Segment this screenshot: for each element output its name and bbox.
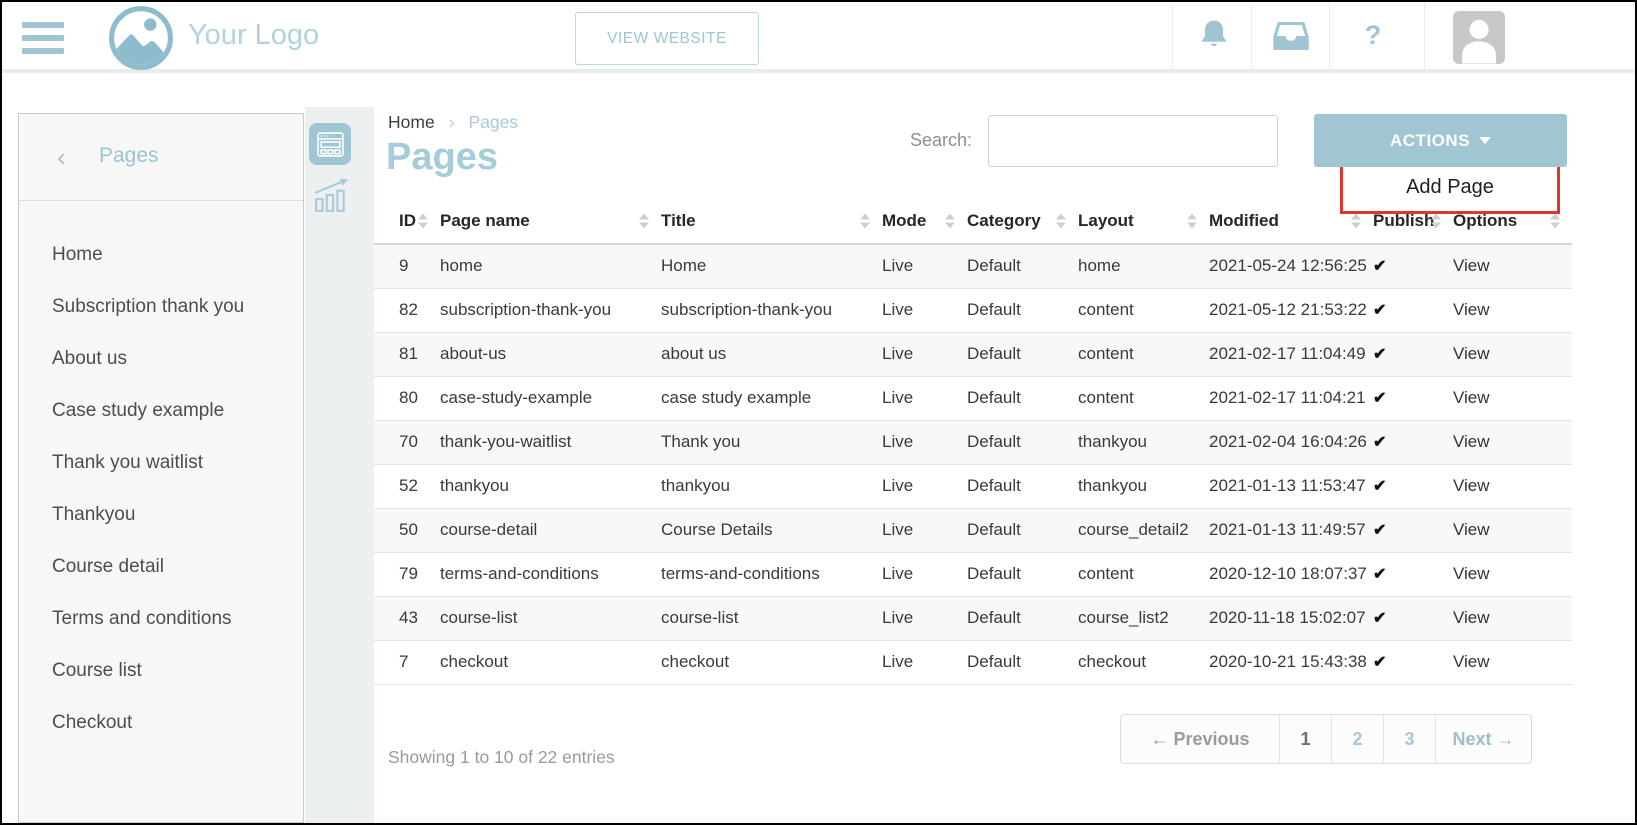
sort-icon [1351,214,1361,229]
sidebar-item-course-list[interactable]: Course list [19,645,303,697]
search-label: Search: [910,130,972,151]
stats-rail-icon[interactable] [313,177,349,218]
table-row: 82subscription-thank-yousubscription-tha… [374,288,1572,332]
view-link[interactable]: View [1453,388,1490,407]
pagination-next-button[interactable]: Next → [1435,715,1531,763]
table-row: 7checkoutcheckoutLiveDefaultcheckout2020… [374,640,1572,684]
table-row: 52thankyouthankyouLiveDefaultthankyou202… [374,464,1572,508]
column-header-mode[interactable]: Mode [882,199,967,244]
sidebar-item-course-detail[interactable]: Course detail [19,541,303,593]
logo-image-icon [108,5,174,76]
caret-down-icon [1479,137,1491,144]
view-website-button[interactable]: VIEW WEBSITE [575,12,759,65]
view-link[interactable]: View [1453,520,1490,539]
pages-table: IDPage nameTitleModeCategoryLayoutModifi… [374,199,1572,685]
notification-bell-icon[interactable] [1196,2,1232,69]
table-row: 9homeHomeLiveDefaulthome2021-05-24 12:56… [374,244,1572,288]
sidebar-item-thankyou[interactable]: Thankyou [19,489,303,541]
published-check-icon: ✔ [1373,566,1386,583]
table-row: 79terms-and-conditionsterms-and-conditio… [374,552,1572,596]
published-check-icon: ✔ [1373,654,1386,671]
logo-text: Your Logo [188,2,319,69]
view-link[interactable]: View [1453,432,1490,451]
table-row: 81about-usabout usLiveDefaultcontent2021… [374,332,1572,376]
hamburger-menu-icon[interactable] [22,22,64,54]
page-title: Pages [386,136,498,179]
sort-icon [418,214,428,229]
pagination-page-1[interactable]: 1 [1279,715,1331,763]
pagination: ← Previous 123 Next → [1120,714,1532,764]
sidebar-item-case-study-example[interactable]: Case study example [19,385,303,437]
pagination-previous-button[interactable]: ← Previous [1121,715,1279,763]
sidebar-item-about-us[interactable]: About us [19,333,303,385]
published-check-icon: ✔ [1373,610,1386,627]
table-row: 80case-study-examplecase study exampleLi… [374,376,1572,420]
sidebar-item-thank-you-waitlist[interactable]: Thank you waitlist [19,437,303,489]
view-link[interactable]: View [1453,476,1490,495]
sidebar-header: ‹ Pages [19,114,303,201]
pagination-page-3[interactable]: 3 [1383,715,1435,763]
sort-icon [945,214,955,229]
sidebar-item-subscription-thank-you[interactable]: Subscription thank you [19,281,303,333]
sort-icon [639,214,649,229]
table-row: 43course-listcourse-listLiveDefaultcours… [374,596,1572,640]
entries-info: Showing 1 to 10 of 22 entries [388,747,615,768]
sidebar-item-home[interactable]: Home [19,229,303,281]
sidebar-panel: ‹ Pages HomeSubscription thank youAbout … [18,113,304,823]
view-link[interactable]: View [1453,256,1490,275]
published-check-icon: ✔ [1373,478,1386,495]
view-link[interactable]: View [1453,652,1490,671]
top-bar: Your Logo VIEW WEBSITE ? [2,2,1635,73]
topbar-divider [1172,2,1173,69]
published-check-icon: ✔ [1373,258,1386,275]
sort-icon [1550,214,1560,229]
column-header-page-name[interactable]: Page name [440,199,661,244]
topbar-divider [1329,2,1330,69]
sidebar-item-terms-and-conditions[interactable]: Terms and conditions [19,593,303,645]
table-row: 50course-detailCourse DetailsLiveDefault… [374,508,1572,552]
view-link[interactable]: View [1453,608,1490,627]
column-header-id[interactable]: ID [374,199,440,244]
column-header-category[interactable]: Category [967,199,1078,244]
topbar-divider [1424,2,1425,69]
view-link[interactable]: View [1453,344,1490,363]
icon-rail [305,107,374,823]
inbox-icon[interactable] [1272,2,1310,69]
sidebar-title: Pages [99,144,159,168]
view-link[interactable]: View [1453,564,1490,583]
help-icon[interactable]: ? [1357,2,1389,69]
published-check-icon: ✔ [1373,434,1386,451]
sort-icon [860,214,870,229]
admin-app-window: Your Logo VIEW WEBSITE ? [0,0,1637,825]
view-link[interactable]: View [1453,300,1490,319]
column-header-layout[interactable]: Layout [1078,199,1209,244]
breadcrumb-home-link[interactable]: Home [388,112,435,132]
published-check-icon: ✔ [1373,346,1386,363]
published-check-icon: ✔ [1373,522,1386,539]
breadcrumb-current: Pages [469,112,519,132]
published-check-icon: ✔ [1373,302,1386,319]
pages-rail-icon[interactable] [309,123,351,165]
add-page-menu-item[interactable]: Add Page [1340,160,1560,214]
column-header-title[interactable]: Title [661,199,882,244]
user-avatar[interactable] [1453,11,1505,64]
search-input[interactable] [988,115,1278,167]
breadcrumb-separator-icon: › [435,112,469,132]
sidebar-item-checkout[interactable]: Checkout [19,697,303,749]
sort-icon [1187,214,1197,229]
table-row: 70thank-you-waitlistThank youLiveDefault… [374,420,1572,464]
sort-icon [1431,214,1441,229]
pagination-page-2[interactable]: 2 [1331,715,1383,763]
published-check-icon: ✔ [1373,390,1386,407]
breadcrumb: Home›Pages [388,112,518,133]
sort-icon [1056,214,1066,229]
chevron-left-icon[interactable]: ‹ [57,142,66,172]
sidebar-list: HomeSubscription thank youAbout usCase s… [19,201,303,749]
actions-button[interactable]: ACTIONS [1314,114,1567,167]
topbar-divider [1251,2,1252,69]
